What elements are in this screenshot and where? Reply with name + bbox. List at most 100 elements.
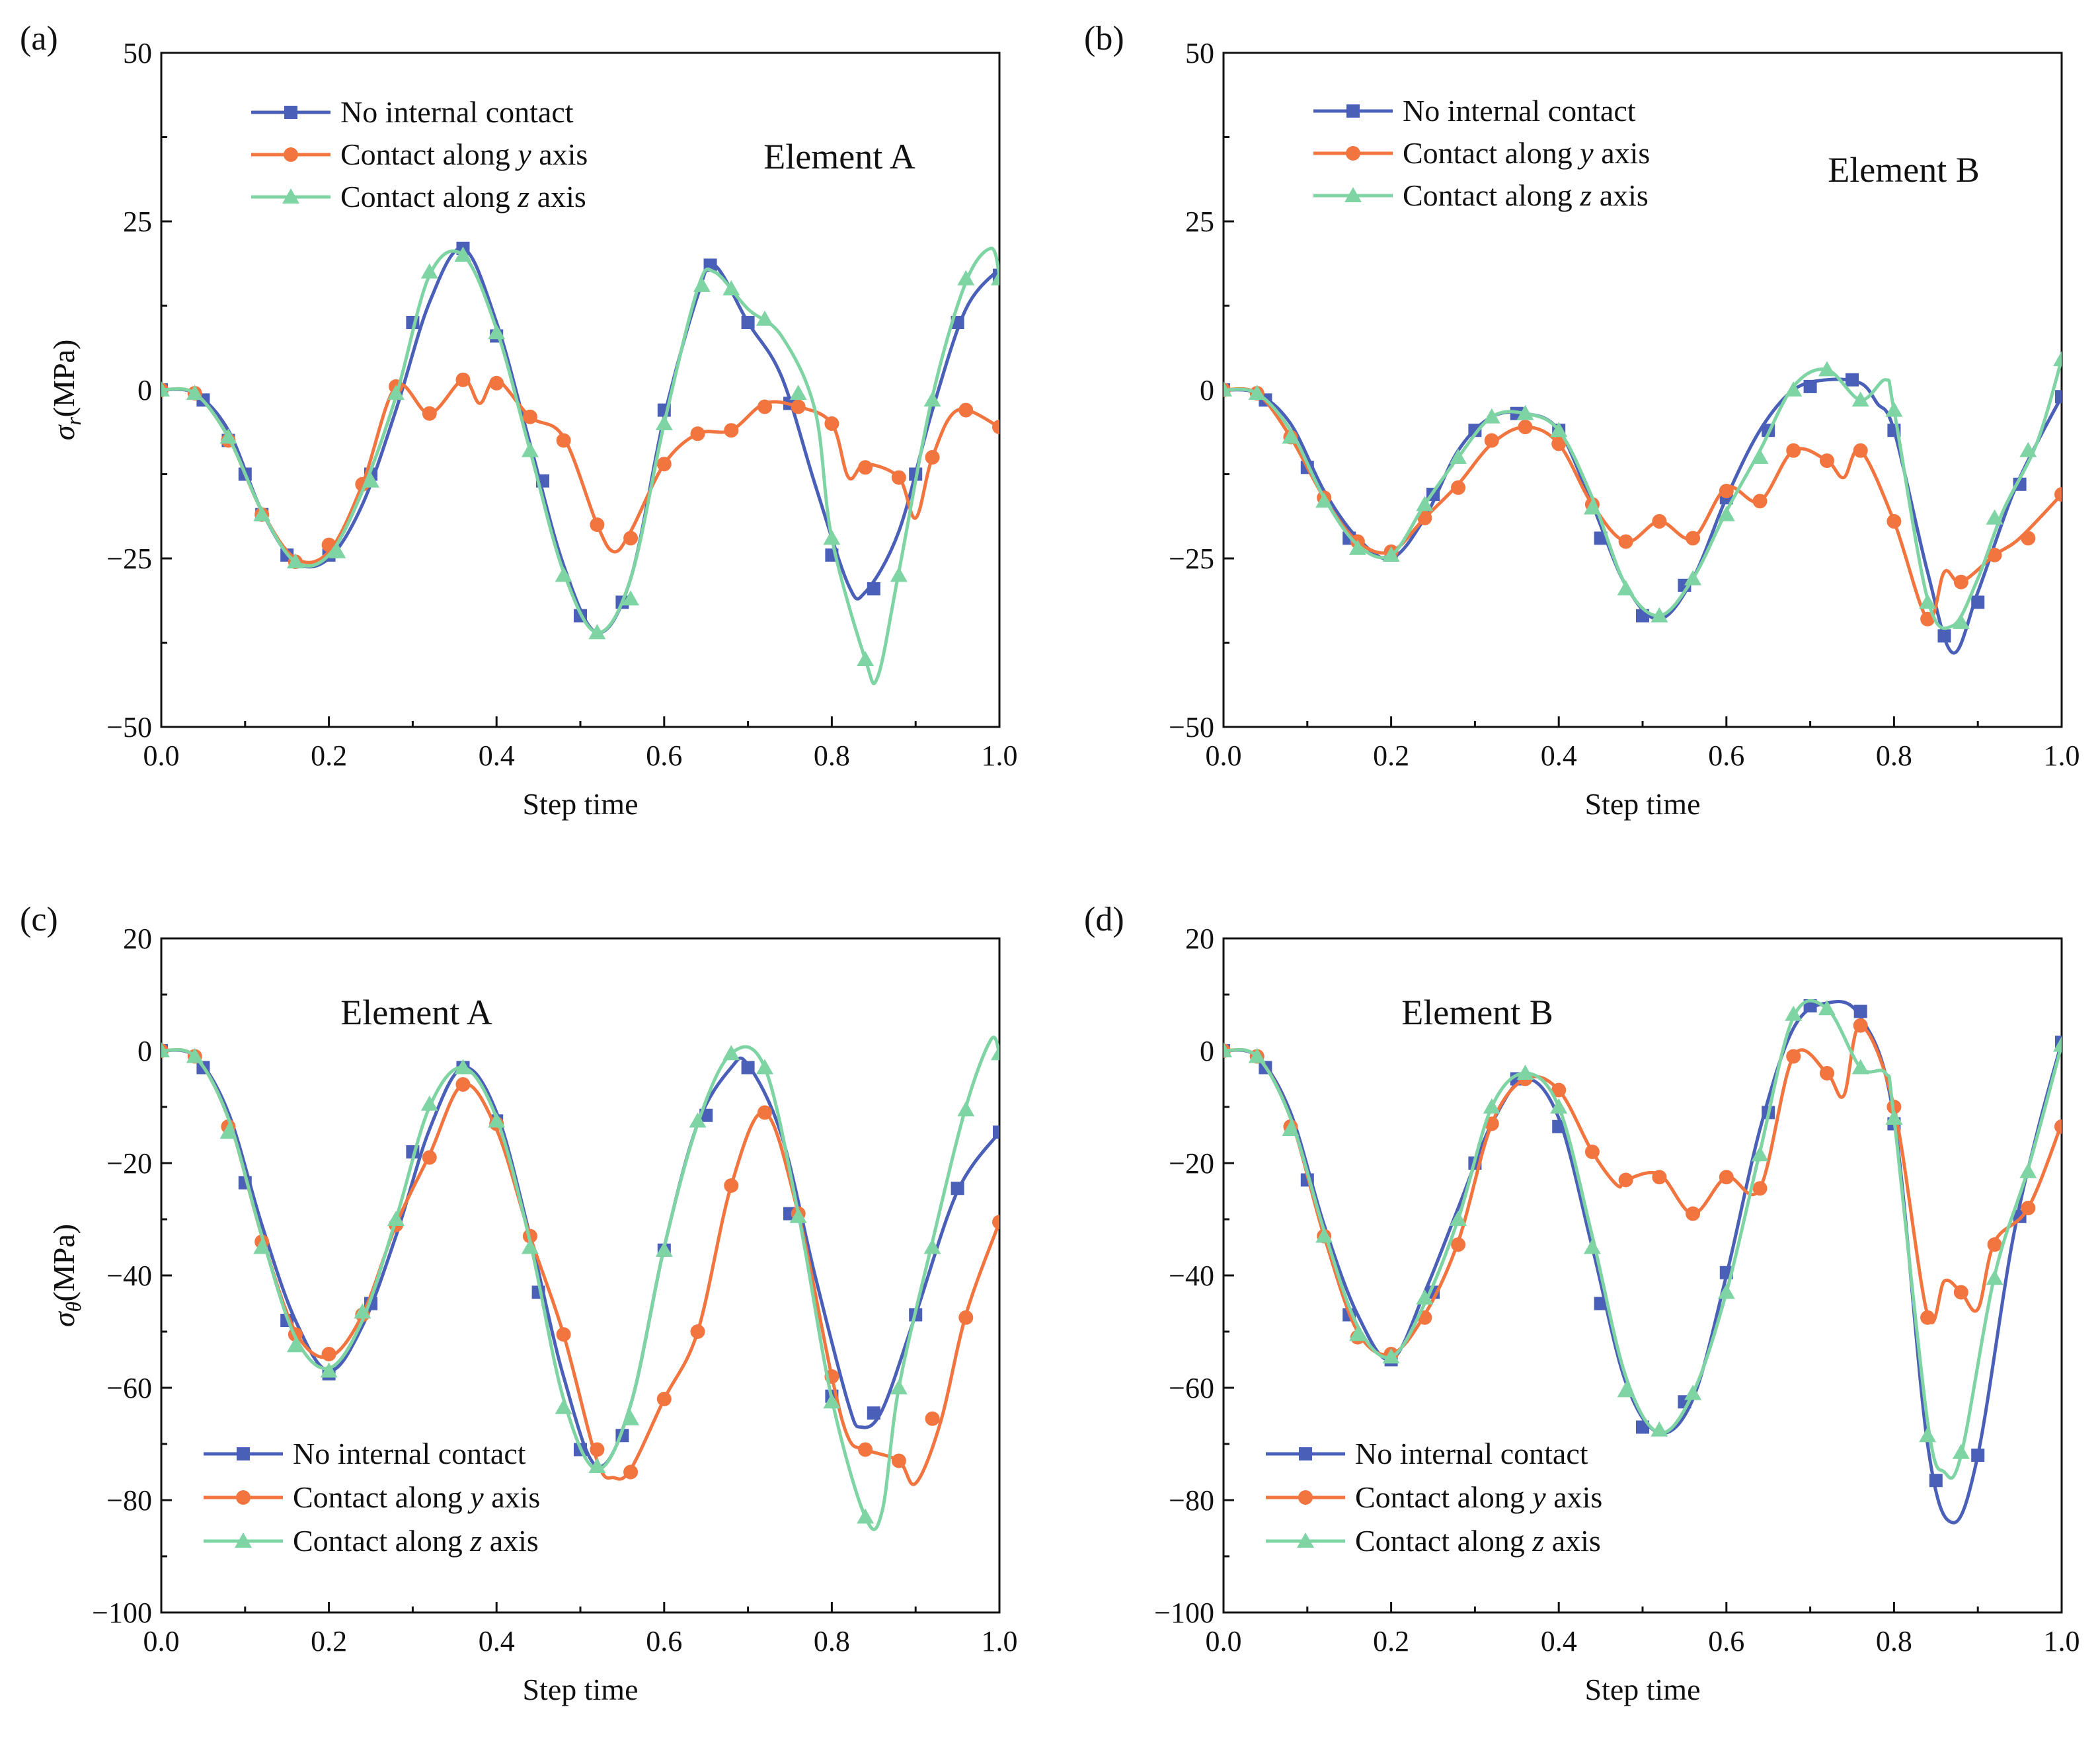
panel-c-data-point-contact-along-y-axis xyxy=(556,1327,571,1342)
panel-b-data-point-contact-along-y-axis xyxy=(1920,611,1935,626)
panel-b-legend-label-contact-along-z-axis: Contact along z axis xyxy=(1403,178,1649,212)
panel-c-x-axis-title: Step time xyxy=(522,1673,638,1706)
panel-d-data-point-contact-along-z-axis xyxy=(1224,1042,1232,1057)
panel-c-data-point-contact-along-y-axis xyxy=(925,1411,940,1426)
panel-d-data-point-contact-along-z-axis xyxy=(1919,1427,1937,1443)
panel-a-data-point-contact-along-z-axis xyxy=(756,310,773,326)
panel-c-x-tick-label: 0.8 xyxy=(814,1625,850,1657)
panel-d-data-point-contact-along-z-axis xyxy=(1315,1227,1333,1243)
panel-b-data-point-contact-along-z-axis xyxy=(1450,449,1467,464)
panel-d-data-point-contact-along-z-axis xyxy=(1885,1110,1903,1125)
panel-a-data-point-contact-along-y-axis xyxy=(992,420,999,435)
panel-b-x-tick-label: 1.0 xyxy=(2044,739,2080,772)
panel-b-data-point-contact-along-y-axis xyxy=(2054,487,2062,502)
panel-d-data-point-contact-along-y-axis xyxy=(1451,1237,1466,1252)
panel-d-data-point-contact-along-z-axis xyxy=(1483,1098,1500,1114)
panel-c-data-point-contact-along-z-axis xyxy=(454,1059,472,1075)
panel-a-data-point-no-internal-contact xyxy=(741,316,755,329)
panel-c-data-point-contact-along-z-axis xyxy=(756,1059,773,1075)
panel-a-legend-label-contact-along-z-axis: Contact along z axis xyxy=(340,180,586,213)
panel-b-data-point-contact-along-z-axis xyxy=(1224,381,1232,397)
panel-c-data-point-contact-along-z-axis xyxy=(622,1410,640,1425)
panel-d-data-point-contact-along-z-axis xyxy=(1516,1065,1534,1080)
panel-c-y-tick-label: −40 xyxy=(106,1260,152,1292)
panel-a-data-point-contact-along-z-axis xyxy=(253,506,271,521)
panel-a-data-point-contact-along-z-axis xyxy=(693,276,711,292)
panel-a-y-axis-title: σr(MPa) xyxy=(47,340,85,441)
panel-d-data-point-contact-along-z-axis xyxy=(1785,1005,1803,1021)
panel-c-data-point-contact-along-y-axis xyxy=(858,1442,873,1457)
panel-b-y-tick-label: −50 xyxy=(1169,711,1214,743)
panel-a-legend-marker-contact-along-z-axis xyxy=(282,188,299,204)
panel-a-data-point-contact-along-z-axis xyxy=(957,270,975,285)
panel-b-legend-label-contact-along-y-axis: Contact along y axis xyxy=(1403,136,1650,170)
panel-d-data-point-contact-along-y-axis xyxy=(2054,1119,2062,1134)
panel-a-data-point-contact-along-y-axis xyxy=(656,457,672,472)
panel-b-data-point-contact-along-z-axis xyxy=(1986,509,2003,525)
panel-c-data-point-contact-along-z-axis xyxy=(689,1112,707,1128)
panel-c-legend-marker-no-internal-contact xyxy=(237,1447,250,1460)
panel-b-data-point-contact-along-y-axis xyxy=(1652,513,1667,529)
panel-b-data-point-contact-along-z-axis xyxy=(1550,422,1568,437)
panel-a-series-line-contact-along-z-axis xyxy=(161,246,999,685)
panel-c-data-point-contact-along-y-axis xyxy=(992,1215,999,1230)
panel-c-data-point-contact-along-z-axis xyxy=(722,1045,740,1061)
panel-d-y-tick-label: −20 xyxy=(1169,1147,1214,1180)
panel-d-x-axis-title: Step time xyxy=(1584,1673,1700,1706)
panel-a-data-point-contact-along-y-axis xyxy=(522,409,537,424)
panel-b-data-point-contact-along-y-axis xyxy=(1451,480,1466,495)
panel-b-legend-marker-contact-along-z-axis xyxy=(1344,187,1362,202)
panel-d-data-point-contact-along-y-axis xyxy=(1752,1181,1768,1196)
panel-d-y-axis-title: σθ(MPa) xyxy=(47,1224,85,1327)
panel-b-data-point-contact-along-y-axis xyxy=(1618,534,1633,549)
panel-c-data-point-contact-along-y-axis xyxy=(623,1464,639,1480)
panel-c-y-tick-label: −100 xyxy=(92,1597,152,1629)
panel-b-data-point-contact-along-z-axis xyxy=(1785,381,1803,397)
panel-b-series-line-contact-along-y-axis xyxy=(1224,387,2062,622)
panel-b-data-point-contact-along-z-axis xyxy=(1751,449,1769,464)
panel-c-element-annotation: Element A xyxy=(340,993,492,1032)
panel-d-data-point-contact-along-z-axis xyxy=(1248,1047,1266,1063)
panel-c-data-point-no-internal-contact xyxy=(867,1406,880,1420)
panel-a-data-point-contact-along-z-axis xyxy=(521,441,539,457)
panel-c-data-point-contact-along-y-axis xyxy=(891,1453,906,1468)
panel-d-data-point-contact-along-z-axis xyxy=(2019,1162,2037,1178)
panel-b-data-point-contact-along-y-axis xyxy=(1518,420,1533,435)
panel-b-data-point-contact-along-y-axis xyxy=(1686,531,1701,546)
panel-c-data-point-contact-along-z-axis xyxy=(857,1508,875,1524)
panel-d-data-point-contact-along-z-axis xyxy=(1651,1421,1668,1437)
panel-c-data-point-contact-along-z-axis xyxy=(253,1238,271,1254)
panel-b-data-point-contact-along-z-axis xyxy=(1248,385,1266,400)
panel-a-data-point-contact-along-z-axis xyxy=(857,651,875,666)
panel-b-data-point-contact-along-z-axis xyxy=(1952,613,1970,629)
panel-d-data-point-contact-along-z-axis xyxy=(1416,1289,1434,1305)
panel-c-legend-marker-contact-along-y-axis xyxy=(236,1490,251,1505)
panel-a-x-tick-label: 1.0 xyxy=(982,739,1018,772)
panel-c-data-point-contact-along-z-axis xyxy=(923,1238,941,1254)
panel-c-data-point-contact-along-z-axis xyxy=(823,1393,841,1409)
panel-d-data-point-contact-along-y-axis xyxy=(1786,1049,1801,1064)
panel-d-data-point-no-internal-contact xyxy=(2055,1036,2062,1049)
panel-b-data-point-contact-along-y-axis xyxy=(1819,453,1834,469)
panel-b-data-point-contact-along-z-axis xyxy=(1851,391,1869,407)
panel-b-data-point-contact-along-y-axis xyxy=(1987,547,2002,562)
panel-c-y-tick-label: 20 xyxy=(123,923,152,955)
panel-c-data-point-contact-along-y-axis xyxy=(422,1150,437,1165)
chart-panel-c: 0.0 0.2 0.4 0.6 0.8 1.0 20 0 −20 −40 −60 −80 −100 Ste… xyxy=(20,901,1018,1706)
panel-c-label: (c) xyxy=(20,901,58,938)
panel-b-x-tick-label: 0.6 xyxy=(1708,739,1744,772)
panel-a-y-tick-label: 0 xyxy=(137,374,152,406)
panel-b-data-point-contact-along-y-axis xyxy=(1853,443,1868,458)
panel-c-legend-label-contact-along-y-axis: Contact along y axis xyxy=(293,1480,540,1514)
panel-a-data-point-contact-along-z-axis xyxy=(454,246,472,262)
panel-b-data-point-no-internal-contact xyxy=(1803,379,1817,393)
panel-a-data-point-contact-along-y-axis xyxy=(925,450,940,465)
panel-b-data-point-no-internal-contact xyxy=(1846,373,1859,387)
panel-a-data-point-no-internal-contact xyxy=(867,582,880,595)
panel-b-x-axis-title: Step time xyxy=(1584,787,1700,821)
panel-c-data-point-contact-along-z-axis xyxy=(588,1458,606,1473)
panel-c-legend-label-contact-along-z-axis: Contact along z axis xyxy=(293,1524,539,1558)
panel-c-plot-frame xyxy=(160,937,1001,1614)
panel-c-data-point-contact-along-z-axis xyxy=(555,1398,572,1414)
panel-b-data-point-contact-along-y-axis xyxy=(1752,494,1768,509)
